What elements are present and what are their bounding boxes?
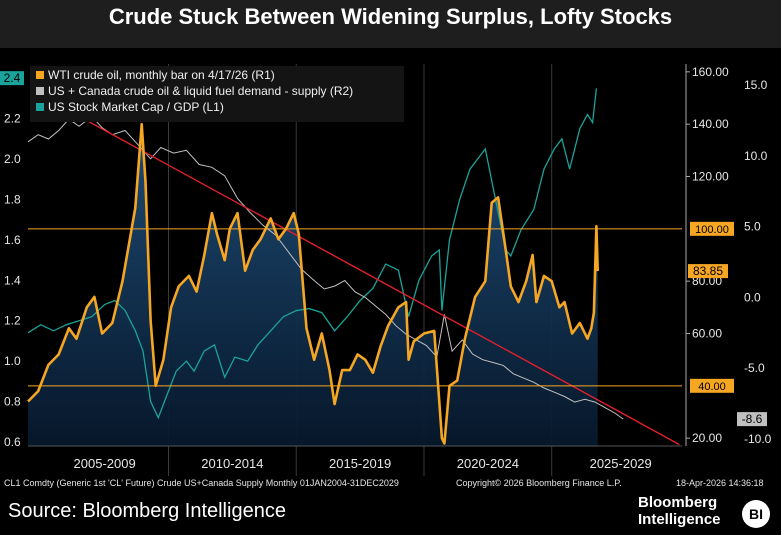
reference-label: 100.00	[695, 224, 729, 236]
brand-line-2: Intelligence	[638, 511, 721, 528]
title-bar	[0, 0, 781, 48]
footer-copyright: Copyright© 2026 Bloomberg Finance L.P.	[456, 478, 622, 488]
legend-entry: WTI crude oil, monthly bar on 4/17/26 (R…	[48, 68, 275, 82]
chart-area: 100.00 40.00 2.2 2.0 1.8 1.6 1.4 1.2 1.0 0.8 0.6 1…	[0, 64, 772, 476]
y-tick-label-left: 1.6	[4, 233, 21, 247]
legend-box	[30, 66, 404, 122]
wti-area-fill	[28, 124, 598, 446]
y-tick-label-left: 2.0	[4, 152, 21, 166]
x-tick-label: 2015-2019	[329, 456, 391, 471]
current-value-box	[0, 71, 24, 86]
y-tick-label-r1: 160.00	[692, 65, 729, 79]
reference-label-box	[690, 378, 734, 393]
legend-swatch	[36, 71, 44, 79]
series-line-wti	[27, 122, 599, 445]
current-value-label: 83.85	[693, 264, 723, 278]
reference-label-box	[690, 221, 734, 236]
x-tick-label: 2010-2014	[201, 456, 263, 471]
y-tick-label-left: 0.8	[4, 395, 21, 409]
current-value-label: 2.4	[4, 71, 21, 85]
x-tick-label: 2025-2029	[590, 456, 652, 471]
current-value-label: -8.6	[742, 412, 763, 426]
trend-line	[73, 112, 680, 446]
legend-swatch	[36, 87, 44, 95]
y-tick-label-left: 1.0	[4, 354, 21, 368]
brand-line-1: Bloomberg	[638, 494, 718, 511]
x-tick-label: 2005-2009	[74, 456, 136, 471]
current-value-box	[688, 264, 728, 279]
y-tick-label-r1: 120.00	[692, 170, 729, 184]
y-tick-label-r1: 140.00	[692, 117, 729, 131]
footer-source-line: CL1 Comdty (Generic 1st 'CL' Future) Cru…	[4, 478, 399, 488]
y-tick-label-r2: 15.0	[744, 78, 768, 92]
legend-swatch	[36, 103, 44, 111]
legend-entry: US Stock Market Cap / GDP (L1)	[48, 100, 224, 114]
y-tick-label-left: 1.2	[4, 314, 21, 328]
x-tick-label: 2020-2024	[457, 456, 519, 471]
y-tick-label-r2: 5.0	[744, 220, 761, 234]
y-tick-label-r2: 10.0	[744, 149, 768, 163]
series-line-market-cap-gdp	[27, 88, 598, 420]
reference-label: 40.00	[698, 381, 726, 393]
series-line-demand-supply	[27, 115, 624, 420]
y-tick-label-r1: 20.00	[692, 431, 722, 445]
current-value-box	[737, 412, 767, 427]
y-tick-label-r2: -10.0	[744, 432, 772, 446]
brand-name: Bloomberg Intelligence	[638, 494, 721, 528]
footer-timestamp: 18-Apr-2026 14:36:18	[676, 478, 764, 488]
chart-title: Crude Stuck Between Widening Surplus, Lo…	[108, 4, 673, 29]
y-tick-label-r1: 60.00	[692, 326, 722, 340]
bi-logo-icon: BI	[742, 500, 770, 528]
y-tick-label-left: 0.6	[4, 435, 21, 449]
y-tick-label-left: 2.2	[4, 112, 21, 126]
y-tick-label-r2: 0.0	[744, 290, 761, 304]
legend-entry: US + Canada crude oil & liquid fuel dema…	[48, 84, 353, 98]
y-tick-label-left: 1.4	[4, 273, 21, 287]
y-tick-label-r2: -5.0	[744, 361, 765, 375]
source-label: Source: Bloomberg Intelligence	[8, 500, 286, 522]
y-tick-label-left: 1.8	[4, 192, 21, 206]
